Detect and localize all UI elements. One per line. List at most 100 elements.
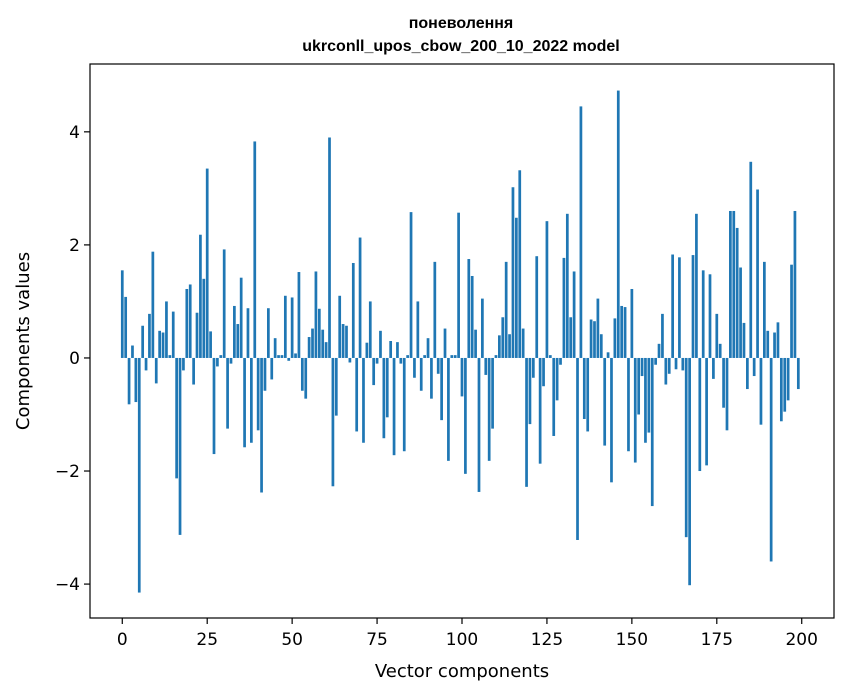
bar bbox=[382, 357, 386, 439]
bar bbox=[763, 261, 766, 358]
bar bbox=[596, 298, 600, 358]
bar bbox=[681, 357, 685, 371]
bar bbox=[735, 227, 739, 358]
bar bbox=[725, 357, 729, 431]
bar bbox=[219, 355, 223, 358]
bar bbox=[742, 322, 746, 358]
bar bbox=[691, 255, 695, 358]
bar bbox=[185, 288, 189, 358]
y-tick-label: −2 bbox=[55, 462, 80, 482]
bar bbox=[171, 311, 175, 358]
bar bbox=[559, 357, 562, 365]
bar bbox=[552, 357, 556, 436]
bar bbox=[280, 355, 284, 358]
bar bbox=[447, 357, 450, 461]
bar bbox=[267, 308, 270, 358]
bar bbox=[467, 259, 471, 358]
bar bbox=[127, 357, 131, 405]
bar bbox=[671, 254, 674, 358]
y-tick-label: 4 bbox=[69, 123, 80, 143]
bar bbox=[684, 357, 688, 538]
bar bbox=[372, 357, 376, 386]
bar bbox=[640, 357, 644, 377]
bar bbox=[518, 170, 522, 358]
bar bbox=[270, 357, 274, 380]
bar bbox=[695, 213, 698, 358]
bar bbox=[582, 357, 586, 420]
bar bbox=[199, 234, 202, 358]
bar bbox=[481, 298, 484, 358]
bar bbox=[616, 90, 620, 358]
bar bbox=[545, 221, 549, 358]
bar bbox=[589, 319, 593, 358]
bar bbox=[538, 357, 542, 464]
y-axis-label: Components values bbox=[13, 252, 34, 430]
bar bbox=[474, 329, 477, 358]
bar bbox=[362, 357, 365, 443]
bar bbox=[158, 330, 161, 358]
bar bbox=[746, 357, 749, 390]
bars-group bbox=[120, 90, 800, 593]
bar bbox=[182, 357, 185, 371]
x-tick-label: 75 bbox=[366, 630, 388, 650]
bar bbox=[450, 355, 454, 358]
bar bbox=[722, 357, 725, 408]
bar bbox=[525, 357, 528, 487]
bar bbox=[430, 357, 433, 399]
bar bbox=[379, 330, 382, 358]
bar bbox=[718, 343, 722, 358]
bar bbox=[657, 343, 661, 358]
bar bbox=[759, 357, 763, 425]
bar bbox=[131, 345, 134, 358]
bar bbox=[436, 357, 440, 374]
bar bbox=[178, 357, 182, 535]
bar bbox=[528, 357, 532, 425]
bar bbox=[331, 357, 335, 487]
y-tick-label: −4 bbox=[55, 575, 80, 595]
bar bbox=[606, 352, 610, 358]
bar bbox=[175, 357, 178, 479]
bar bbox=[396, 342, 399, 358]
bar bbox=[304, 357, 308, 399]
bar bbox=[457, 212, 460, 358]
bar bbox=[419, 357, 423, 391]
bar bbox=[661, 313, 664, 358]
bar bbox=[277, 355, 280, 358]
bar bbox=[603, 357, 607, 446]
bar bbox=[637, 357, 641, 415]
x-tick-label: 150 bbox=[616, 630, 648, 650]
bar bbox=[307, 337, 311, 358]
bar bbox=[188, 284, 192, 358]
bar bbox=[776, 322, 780, 358]
bar bbox=[348, 357, 352, 363]
bar bbox=[413, 357, 416, 378]
x-tick-label: 100 bbox=[446, 630, 478, 650]
bar bbox=[324, 342, 328, 358]
bar bbox=[317, 308, 321, 358]
bar bbox=[385, 357, 389, 418]
bar bbox=[375, 357, 379, 364]
bar bbox=[236, 324, 240, 358]
bar bbox=[141, 325, 145, 358]
bar bbox=[783, 357, 787, 412]
bar bbox=[345, 325, 348, 358]
y-tick-label: 2 bbox=[69, 236, 80, 256]
bar bbox=[674, 357, 678, 370]
bar bbox=[389, 341, 393, 358]
bar bbox=[562, 257, 566, 358]
bar bbox=[644, 357, 647, 443]
bar bbox=[402, 357, 406, 452]
bar bbox=[796, 357, 800, 390]
bar bbox=[263, 357, 267, 391]
bar bbox=[491, 357, 494, 429]
bar bbox=[137, 357, 141, 593]
bar bbox=[120, 270, 124, 358]
bar bbox=[752, 357, 756, 377]
y-tick-label: 0 bbox=[69, 349, 80, 369]
bar bbox=[766, 330, 770, 358]
bar bbox=[494, 355, 498, 358]
bar bbox=[453, 355, 457, 358]
bar bbox=[572, 271, 576, 358]
bar bbox=[769, 357, 773, 562]
